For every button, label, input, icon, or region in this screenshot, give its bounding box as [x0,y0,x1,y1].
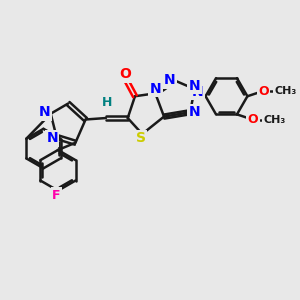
Text: F: F [52,188,61,202]
Text: N: N [189,79,200,92]
Text: O: O [248,113,258,126]
Text: N: N [39,105,51,119]
Text: N: N [149,82,161,96]
Text: N: N [189,105,200,119]
Text: H: H [102,96,112,109]
Text: N: N [164,73,176,87]
Text: N: N [192,85,203,99]
Text: CH₃: CH₃ [274,86,296,96]
Text: O: O [258,85,269,98]
Text: O: O [119,68,131,82]
Text: N: N [46,131,58,146]
Text: S: S [136,131,146,146]
Text: CH₃: CH₃ [264,115,286,124]
